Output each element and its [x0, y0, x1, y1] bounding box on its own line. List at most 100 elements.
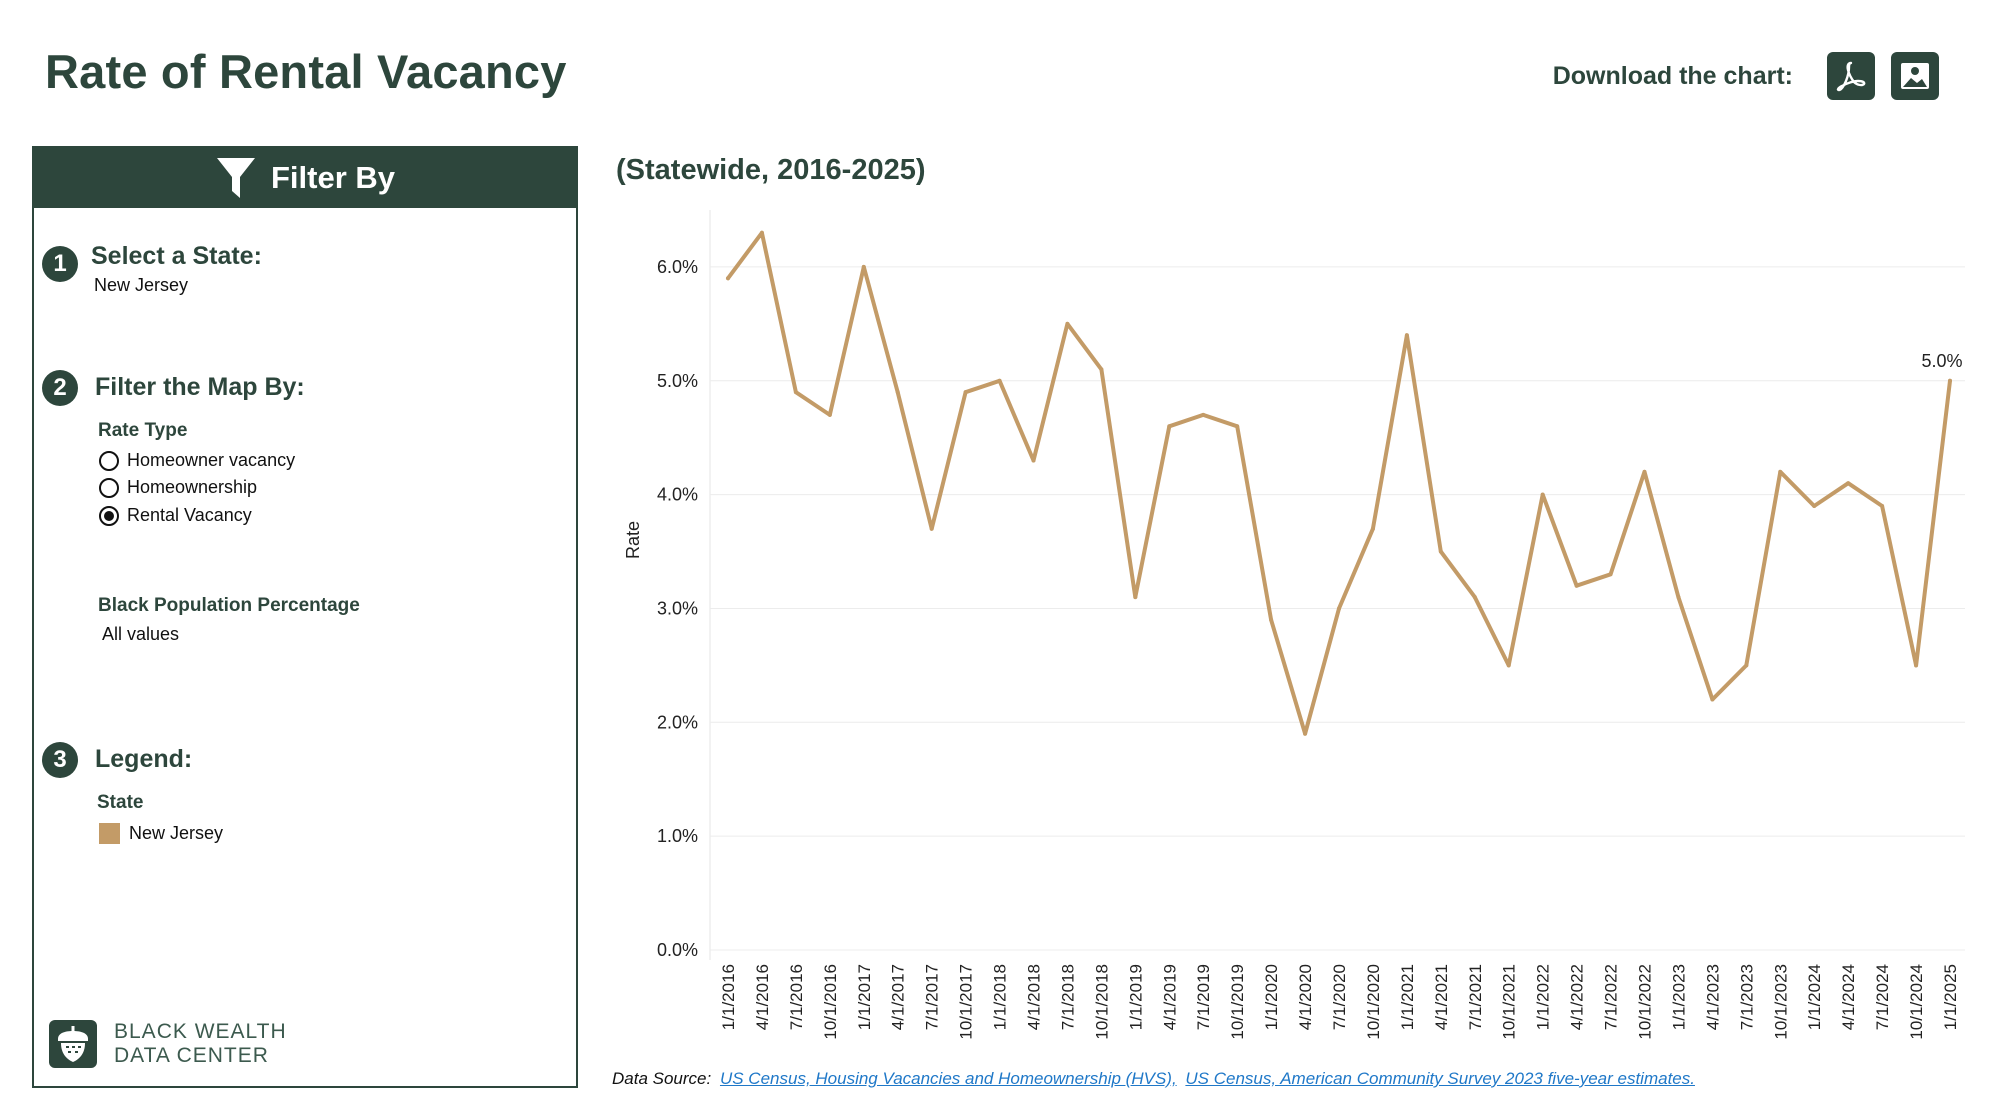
- brand-text: BLACK WEALTH DATA CENTER: [114, 1020, 287, 1068]
- data-point: [1337, 606, 1341, 611]
- download-label: Download the chart:: [1552, 61, 1793, 90]
- data-point: [1370, 526, 1375, 531]
- data-point: [1710, 697, 1715, 702]
- x-tick-label: 1/1/2021: [1398, 964, 1417, 1030]
- data-point: [929, 526, 934, 531]
- acs-source-link[interactable]: US Census, American Community Survey 202…: [1185, 1069, 1695, 1088]
- brand: BLACK WEALTH DATA CENTER: [49, 1020, 287, 1068]
- y-tick-label: 3.0%: [657, 598, 698, 618]
- page-title: Rate of Rental Vacancy: [45, 45, 567, 98]
- data-point: [1201, 412, 1206, 417]
- data-point: [1880, 504, 1885, 508]
- x-tick-label: 7/1/2020: [1330, 964, 1349, 1030]
- x-tick-label: 10/1/2023: [1771, 964, 1790, 1040]
- x-tick-label: 10/1/2016: [821, 964, 840, 1040]
- x-tick-label: 7/1/2024: [1873, 964, 1892, 1030]
- x-tick-label: 7/1/2023: [1737, 964, 1756, 1030]
- data-point: [1235, 424, 1240, 429]
- funnel-icon: [216, 158, 255, 198]
- x-tick-label: 1/1/2025: [1941, 964, 1960, 1030]
- end-data-label: 5.0%: [1921, 351, 1962, 371]
- chart-subtitle: (Statewide, 2016-2025): [616, 154, 926, 186]
- data-point: [895, 390, 900, 395]
- legend-item-new-jersey: New Jersey: [99, 823, 223, 844]
- radio-label: Homeowner vacancy: [127, 450, 296, 470]
- data-point: [997, 378, 1002, 383]
- data-point: [1404, 333, 1409, 338]
- download-controls: Download the chart:: [1553, 52, 1939, 100]
- x-tick-label: 10/1/2017: [957, 964, 976, 1040]
- data-point: [1506, 663, 1511, 668]
- x-tick-label: 4/1/2023: [1703, 964, 1722, 1030]
- step-1-badge: 1: [42, 246, 78, 282]
- step-3-title: Legend:: [95, 745, 193, 773]
- y-tick-label: 2.0%: [657, 712, 698, 732]
- download-pdf-button[interactable]: [1827, 52, 1875, 100]
- y-tick-label: 6.0%: [657, 257, 698, 277]
- data-point: [1438, 549, 1443, 554]
- x-tick-label: 1/1/2024: [1805, 964, 1824, 1030]
- x-tick-label: 4/1/2024: [1839, 964, 1858, 1030]
- legend-label: New Jersey: [129, 823, 224, 843]
- hvs-source-link[interactable]: US Census, Housing Vacancies and Homeown…: [719, 1069, 1177, 1088]
- download-image-button[interactable]: [1891, 52, 1939, 100]
- radio-label: Homeownership: [127, 477, 258, 497]
- pdf-icon: [1836, 61, 1866, 92]
- radio-homeowner-vacancy[interactable]: Homeowner vacancy: [99, 450, 295, 471]
- y-tick-label: 5.0%: [657, 371, 698, 391]
- filter-header-title: Filter By: [270, 160, 396, 195]
- data-point: [1031, 458, 1036, 463]
- radio-homeownership[interactable]: Homeownership: [99, 477, 257, 498]
- series-line-new-jersey: [726, 230, 1952, 736]
- x-tick-label: 1/1/2020: [1262, 964, 1281, 1030]
- step-1-title: Select a State:: [91, 242, 262, 270]
- rate-type-label: Rate Type: [98, 420, 188, 441]
- x-tick-label: 1/1/2023: [1669, 964, 1688, 1030]
- data-point: [1303, 731, 1308, 736]
- data-point: [1472, 595, 1477, 600]
- data-point: [1744, 663, 1749, 668]
- x-tick-label: 10/1/2022: [1636, 964, 1655, 1040]
- data-point: [1099, 367, 1104, 372]
- x-tick-label: 7/1/2017: [923, 964, 942, 1030]
- x-tick-label: 10/1/2019: [1228, 964, 1247, 1040]
- state-dropdown[interactable]: New Jersey: [94, 275, 189, 295]
- data-source: Data Source: US Census, Housing Vacancie…: [612, 1069, 1695, 1089]
- x-tick-label: 4/1/2018: [1025, 964, 1044, 1030]
- x-tick-label: 7/1/2018: [1058, 964, 1077, 1030]
- data-point: [1065, 321, 1070, 326]
- legend-swatch: [99, 823, 120, 844]
- step-filter-map: 2 Filter the Map By:: [42, 370, 305, 406]
- x-tick-label: 1/1/2018: [991, 964, 1010, 1030]
- data-point: [1948, 378, 1952, 383]
- data-point: [1133, 595, 1138, 600]
- radio-circle: [99, 450, 119, 471]
- radio-circle-selected: [99, 505, 119, 526]
- image-icon: [1901, 63, 1929, 89]
- x-tick-label: 10/1/2020: [1364, 964, 1383, 1040]
- black-population-value[interactable]: All values: [102, 624, 180, 644]
- brand-line-2: DATA CENTER: [114, 1044, 269, 1067]
- x-tick-label: 7/1/2019: [1194, 964, 1213, 1030]
- x-tick-label: 4/1/2021: [1432, 964, 1451, 1030]
- data-point: [793, 390, 798, 395]
- data-point: [1608, 572, 1613, 577]
- y-tick-label: 4.0%: [657, 485, 698, 505]
- radio-rental-vacancy[interactable]: Rental Vacancy: [99, 505, 252, 526]
- x-tick-label: 10/1/2018: [1092, 964, 1111, 1040]
- x-tick-label: 4/1/2019: [1160, 964, 1179, 1030]
- step-legend: 3 Legend:: [42, 742, 192, 778]
- filter-panel: Filter By 1 Select a State: New Jersey 2…: [32, 146, 578, 1088]
- x-tick-label: 10/1/2024: [1907, 964, 1926, 1040]
- x-tick-label: 1/1/2016: [719, 964, 738, 1030]
- data-point: [1676, 595, 1681, 600]
- data-point: [963, 390, 968, 395]
- y-tick-label: 1.0%: [657, 826, 698, 846]
- data-point: [1914, 663, 1919, 668]
- x-tick-label: 4/1/2017: [889, 964, 908, 1030]
- legend-title: State: [97, 792, 144, 813]
- y-axis-label: Rate: [623, 521, 643, 559]
- data-point: [1540, 492, 1545, 497]
- data-point: [1269, 617, 1274, 622]
- data-point: [827, 412, 832, 417]
